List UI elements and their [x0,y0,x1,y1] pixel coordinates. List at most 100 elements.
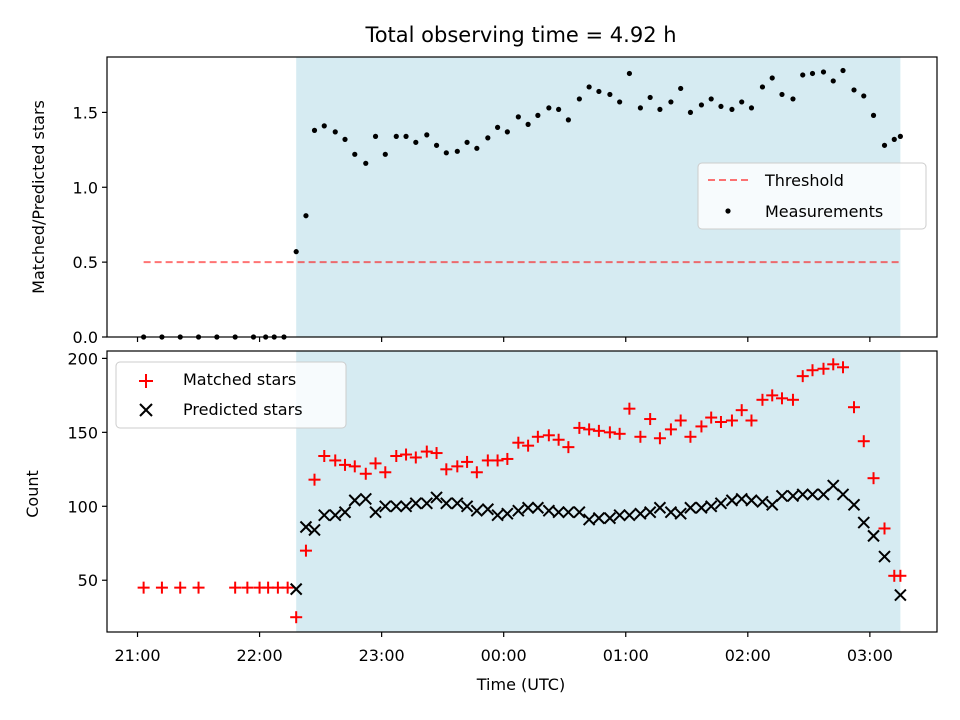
predicted-star-point [704,500,718,513]
measurement-point [303,213,309,219]
matched-star-point [725,414,738,427]
top-axes-frame [106,56,938,338]
predicted-star-point [552,505,565,519]
top-y-axis-label: Matched/Predicted stars [29,100,48,294]
matched-star-point [241,581,254,594]
predicted-star-point [451,497,464,510]
matched-star-point [369,457,382,470]
measurement-point [861,93,867,99]
threshold-legend-label: Threshold [764,171,844,190]
predicted-star-point [512,504,525,517]
measurement-point [708,96,714,102]
predicted-star-point [653,501,667,514]
measurement-point [830,78,836,84]
matched-star-point [894,569,907,582]
matched-star-point [501,452,514,465]
matched-star-point [817,362,830,375]
top-x-ticks [136,337,871,342]
y-tick-label: 150 [67,423,98,442]
predicted-star-point [878,550,891,563]
x-tick-label: 01:00 [603,646,649,665]
matched-star-point [583,423,596,436]
predicted-star-point [308,523,321,537]
measurement-point [586,84,592,90]
x-axis-label: Time (UTC) [476,675,565,694]
predicted-star-point [766,498,779,512]
measurement-point [443,150,449,156]
measurement-point [698,102,705,108]
bottom-legend: Matched stars Predicted stars [115,361,347,429]
measurement-point [729,106,735,113]
predicted-star-point [847,498,861,512]
matched-star-point [281,581,294,594]
chart-title: Total observing time = 4.92 h [364,23,676,47]
matched-star-point [775,392,788,405]
measurement-point [617,99,623,105]
top-legend: Threshold Measurements [697,162,927,230]
matched-star-point [552,433,565,446]
predicted-star-point [491,508,504,522]
bottom-panel: 50 100 150 200 21:00 22:00 23:00 00:00 01:00 02:… [23,349,938,694]
top-y-ticks: 0.0 0.5 1.0 1.5 [73,103,107,347]
predicted-star-point [501,507,514,520]
measurement-point [779,91,785,98]
x-tick-label: 03:00 [847,646,893,665]
matched-star-point [806,364,819,377]
predicted-star-point [756,495,769,509]
matched-star-point [379,466,392,479]
matched-star-point [329,454,342,467]
matched-star-point [634,430,647,443]
matched-star-point [451,460,464,473]
y-tick-label: 0.0 [73,328,98,347]
matched-star-point [653,432,666,445]
x-tick-label: 22:00 [237,646,283,665]
matched-star-point [137,581,150,594]
measurement-point [321,123,327,129]
matched-star-point [174,581,187,594]
predicted-star-point [592,511,606,525]
measurement-point [881,142,888,148]
measurement-point [668,99,674,105]
measurement-point [748,105,755,111]
bottom-axes-frame [106,350,938,633]
measurement-point [800,72,806,78]
measurement-point [556,106,562,113]
matched-star-point [390,450,403,463]
matched-star-point [796,370,809,383]
matched-star-point [409,451,422,464]
measurement-point [474,145,480,151]
predicted-star-point [745,494,758,507]
predicted-star-point [348,494,361,507]
matched-star-point [664,423,677,436]
measurement-point [607,91,613,98]
x-tick-label: 02:00 [725,646,771,665]
matched-star-point [674,414,687,427]
predicted-star-point [390,500,403,513]
measurement-point [897,133,903,139]
bottom-y-ticks: 50 100 150 200 [67,349,107,590]
measurement-point [293,249,299,255]
measurement-point [311,127,318,133]
measurement-point [342,136,348,142]
predicted-star-point [338,505,352,519]
predicted-star-point [409,497,423,510]
matched-star-point [531,430,544,443]
predicted-star-point [299,520,313,534]
predicted-star-point [735,492,748,506]
measurement-point [576,96,582,102]
measurement-point [504,129,510,135]
top-legend-box [697,162,927,230]
predicted-star-point [440,497,453,510]
predicted-star-point [521,501,535,514]
predicted-star-point [359,492,372,506]
matched-star-point [735,404,748,417]
y-tick-label: 200 [67,349,98,368]
bottom-legend-box [115,361,347,429]
measurement-point [596,88,602,95]
measurement-point [718,103,724,110]
predicted-star-point [613,508,626,522]
predicted-star-point [857,516,870,529]
matched-star-point [522,439,535,452]
bottom-x-ticks: 21:00 22:00 23:00 00:00 01:00 02:00 03:00 [114,632,893,665]
